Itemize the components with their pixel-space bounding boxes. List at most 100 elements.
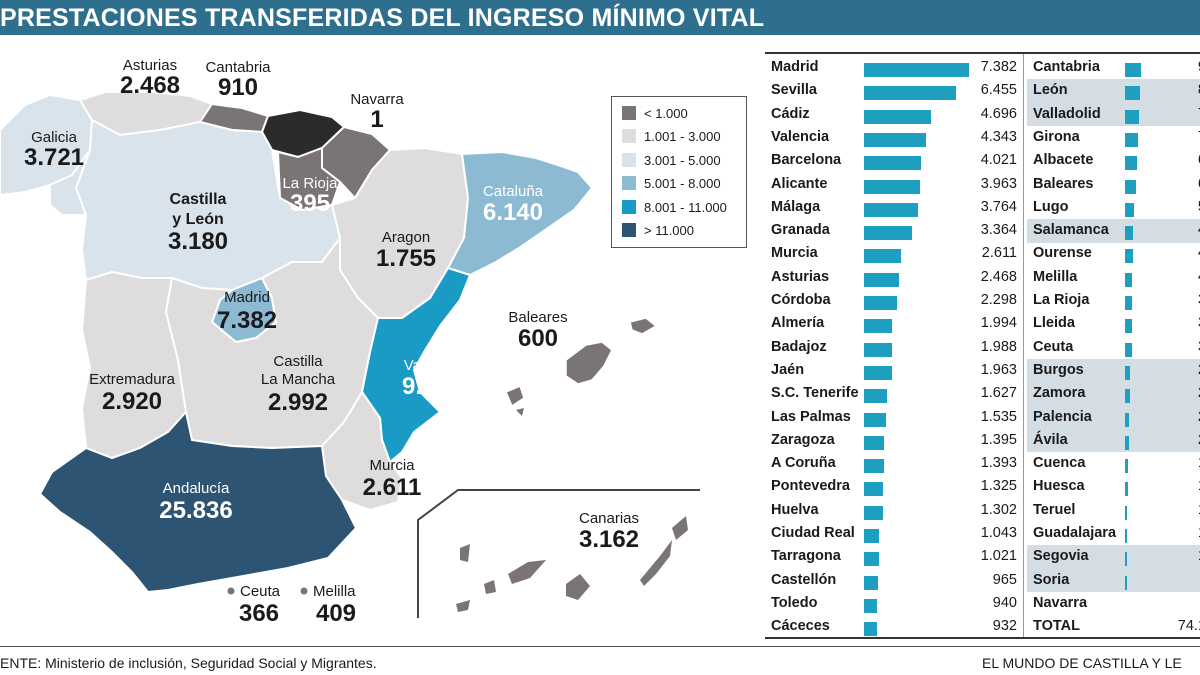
legend-label: > 11.000 [644, 222, 695, 238]
province-value: 6 [1198, 152, 1200, 168]
table-row: Ourense 4 [1027, 242, 1200, 266]
legend-swatch [622, 153, 636, 167]
island-mallorca [565, 341, 613, 385]
label-melilla-name: Melilla [313, 583, 356, 600]
label-valencia-value: 9.271 [402, 373, 462, 400]
value-bar [1125, 179, 1136, 194]
province-name: Ávila [1033, 431, 1068, 448]
province-name: Asturias [771, 268, 830, 285]
table-row: Granada 3.364 [765, 219, 1021, 243]
province-value: 74.1 [1177, 618, 1200, 635]
table-row: A Coruña 1.393 [765, 452, 1021, 476]
province-name: Zaragoza [771, 431, 835, 448]
label-castilla-leon-name: Castilla y León [170, 191, 227, 228]
table-row: Córdoba 2.298 [765, 289, 1021, 313]
label-canarias-name: Canarias [579, 510, 639, 527]
value-bar [1125, 365, 1131, 380]
table-row: Valencia 4.343 [765, 126, 1021, 150]
province-value: 1 [1198, 525, 1200, 541]
table-row: Teruel 1 [1027, 499, 1200, 523]
legend-label: < 1.000 [644, 105, 688, 121]
value-bar [864, 156, 922, 171]
value-bar [1125, 109, 1139, 124]
province-value: 1.994 [980, 315, 1017, 332]
province-value: 4.696 [980, 105, 1017, 122]
value-bar [1125, 552, 1127, 567]
label-ceuta-value: 366 [239, 600, 279, 627]
table-row: Palencia 2 [1027, 405, 1200, 429]
label-castilla-leon-line1: Castilla [170, 191, 227, 208]
label-baleares-value: 600 [518, 325, 558, 352]
table-row: Lugo 5 [1027, 196, 1200, 220]
label-castilla-leon-value: 3.180 [168, 228, 228, 255]
province-value: 4.343 [980, 128, 1017, 145]
table-top-rule [765, 52, 1200, 54]
table-row: Cádiz 4.696 [765, 103, 1021, 127]
value-bar [864, 342, 893, 357]
table-row: Burgos 2 [1027, 358, 1200, 383]
province-value: 3.963 [980, 175, 1017, 192]
label-navarra-name: Navarra [350, 91, 404, 108]
table-row: Cuenca 1 [1027, 452, 1200, 476]
province-value: 1 [1198, 502, 1200, 518]
footer-source: ENTE: Ministerio de inclusión, Seguridad… [0, 655, 377, 671]
legend-label: 8.001 - 11.000 [644, 199, 727, 215]
footer-rule [0, 646, 1200, 647]
province-table: Madrid 7.382 Sevilla 6.455 Cádiz 4.696 Valenci… [765, 52, 1200, 639]
province-value: 7 [1198, 106, 1200, 122]
label-cantabria-name: Cantabria [205, 59, 271, 76]
province-value: 3 [1198, 292, 1200, 308]
table-row: Albacete 6 [1027, 149, 1200, 173]
value-bar [864, 552, 879, 567]
value-bar [864, 63, 969, 77]
table-row: Toledo 940 [765, 592, 1021, 616]
table-row: Ávila 2 [1027, 428, 1200, 453]
province-value: 7.382 [980, 59, 1017, 75]
value-bar [1125, 249, 1134, 264]
province-value: 2 [1198, 409, 1200, 425]
spain-map: Asturias 2.468 Cantabria 910 Navarra 1 G… [0, 57, 700, 627]
value-bar [864, 622, 878, 637]
value-bar [1125, 86, 1141, 101]
table-row: Barcelona 4.021 [765, 149, 1021, 173]
legend-label: 5.001 - 8.000 [644, 175, 721, 191]
table-row: Málaga 3.764 [765, 196, 1021, 220]
province-value: 1.988 [980, 338, 1017, 355]
province-name: Baleares [1033, 175, 1094, 192]
label-navarra-value: 1 [370, 106, 383, 133]
table-row: Zamora 2 [1027, 382, 1200, 406]
island-ibiza [505, 384, 525, 408]
value-bar [864, 365, 892, 380]
table-row: Salamanca 4 [1027, 219, 1200, 243]
province-name: Lugo [1033, 198, 1069, 215]
province-name: Teruel [1033, 501, 1076, 518]
legend-item: 5.001 - 8.000 [622, 175, 721, 191]
value-bar [1125, 226, 1134, 241]
province-value: 8 [1198, 82, 1200, 98]
island-lanzarote [672, 516, 688, 540]
label-extremadura-value: 2.920 [102, 388, 162, 415]
label-asturias-value: 2.468 [120, 72, 180, 99]
province-name: Melilla [1033, 268, 1078, 285]
table-row: Cantabria 9 [1027, 56, 1200, 80]
province-name: Guadalajara [1033, 525, 1117, 541]
table-row: Valladolid 7 [1027, 102, 1200, 127]
province-value: 1.302 [980, 501, 1017, 518]
label-la-rioja-value: 395 [290, 190, 330, 217]
label-andalucia-value: 25.836 [159, 497, 232, 524]
table-row: Cáceces 932 [765, 615, 1021, 639]
footer-credit: EL MUNDO DE CASTILLA Y LE [982, 655, 1182, 671]
value-bar [864, 389, 888, 404]
label-murcia-name: Murcia [369, 457, 415, 474]
province-value: 3 [1198, 339, 1200, 355]
value-bar [1125, 132, 1139, 147]
province-name: Valencia [771, 128, 830, 145]
value-bar [864, 202, 918, 217]
province-value: 2.298 [980, 292, 1017, 308]
label-canarias-value: 3.162 [579, 526, 639, 553]
label-asturias-name: Asturias [123, 57, 177, 74]
value-bar [864, 249, 902, 264]
legend-swatch [622, 106, 636, 120]
value-bar [864, 529, 879, 543]
province-name: S.C. Tenerife [771, 385, 859, 402]
